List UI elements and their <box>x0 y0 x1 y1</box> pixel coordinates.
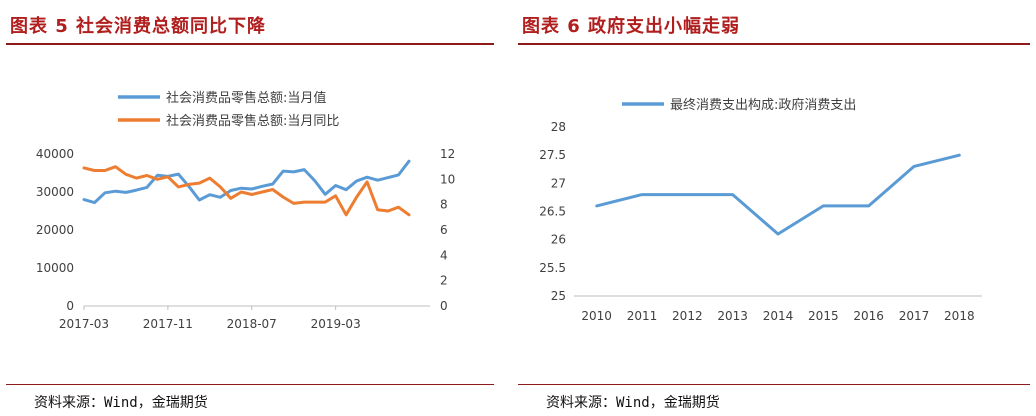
right-source-rule <box>518 384 1030 385</box>
legend-label: 社会消费品零售总额:当月同比 <box>166 113 339 129</box>
left-source-rule <box>6 384 494 385</box>
y-tick-label: 26 <box>551 233 566 247</box>
y-right-tick-label: 8 <box>440 198 448 212</box>
right-chart: 25 25.5 26 26.5 27 27.5 28 2010 2011 2012 2013 2014… <box>539 97 982 323</box>
y-right-tick-label: 6 <box>440 223 448 237</box>
right-figure-panel: 图表 6 政府支出小幅走弱 25 25.5 26 26.5 27 27.5 28 2010 20… <box>512 0 1036 416</box>
series-line-retail-sales-value <box>82 159 411 205</box>
x-tick-label: 2017-03 <box>59 317 109 331</box>
y-tick-label: 27 <box>551 176 566 190</box>
right-figure-title: 图表 6 政府支出小幅走弱 <box>522 16 741 37</box>
left-chart: 0 10000 20000 30000 40000 0 2 4 6 8 10 12 2017-03 201… <box>36 90 455 331</box>
y-right-tick-label: 10 <box>440 172 455 186</box>
y-left-tick-label: 40000 <box>36 147 74 161</box>
x-tick-label: 2010 <box>581 309 612 323</box>
right-chart-axes: 25 25.5 26 26.5 27 27.5 28 2010 2011 2012 2013 2014… <box>539 120 982 323</box>
y-tick-label: 26.5 <box>539 205 566 219</box>
right-chart-legend: 最终消费支出构成:政府消费支出 <box>622 97 856 113</box>
series-line-government-consumption <box>595 153 961 236</box>
legend-label: 最终消费支出构成:政府消费支出 <box>670 97 856 113</box>
left-figure-panel: 图表 5 社会消费总额同比下降 0 10000 20000 30000 40000 0 2 4… <box>0 0 500 416</box>
y-left-tick-label: 10000 <box>36 261 74 275</box>
x-tick-label: 2014 <box>763 309 794 323</box>
y-left-tick-label: 30000 <box>36 185 74 199</box>
right-title-rule <box>518 43 1030 45</box>
series-line-retail-sales-yoy <box>82 165 411 217</box>
y-right-tick-label: 4 <box>440 248 448 262</box>
left-title-rule <box>6 43 494 45</box>
y-right-tick-label: 12 <box>440 147 455 161</box>
right-source-note: 资料来源：Wind，金瑞期货 <box>546 395 720 411</box>
x-tick-label: 2019-03 <box>311 317 361 331</box>
x-tick-label: 2012 <box>672 309 703 323</box>
legend-label: 社会消费品零售总额:当月值 <box>166 90 326 106</box>
left-source-note: 资料来源：Wind，金瑞期货 <box>34 395 208 411</box>
y-tick-label: 28 <box>551 120 566 134</box>
x-tick-label: 2015 <box>808 309 839 323</box>
y-left-tick-label: 20000 <box>36 223 74 237</box>
left-chart-axes: 0 10000 20000 30000 40000 0 2 4 6 8 10 12 2017-03 201… <box>36 147 455 331</box>
y-tick-label: 25.5 <box>539 261 566 275</box>
x-tick-label: 2017 <box>899 309 930 323</box>
right-chart-series <box>595 153 961 236</box>
y-right-tick-label: 2 <box>440 274 448 288</box>
x-tick-label: 2018-07 <box>227 317 277 331</box>
y-left-tick-label: 0 <box>66 299 74 313</box>
x-tick-label: 2017-11 <box>143 317 193 331</box>
y-tick-label: 25 <box>551 289 566 303</box>
left-figure-title: 图表 5 社会消费总额同比下降 <box>10 16 267 37</box>
x-tick-label: 2016 <box>853 309 884 323</box>
x-tick-label: 2013 <box>717 309 748 323</box>
x-tick-label: 2011 <box>627 309 658 323</box>
left-chart-series <box>82 159 411 217</box>
x-tick-label: 2018 <box>944 309 975 323</box>
y-tick-label: 27.5 <box>539 148 566 162</box>
y-right-tick-label: 0 <box>440 299 448 313</box>
